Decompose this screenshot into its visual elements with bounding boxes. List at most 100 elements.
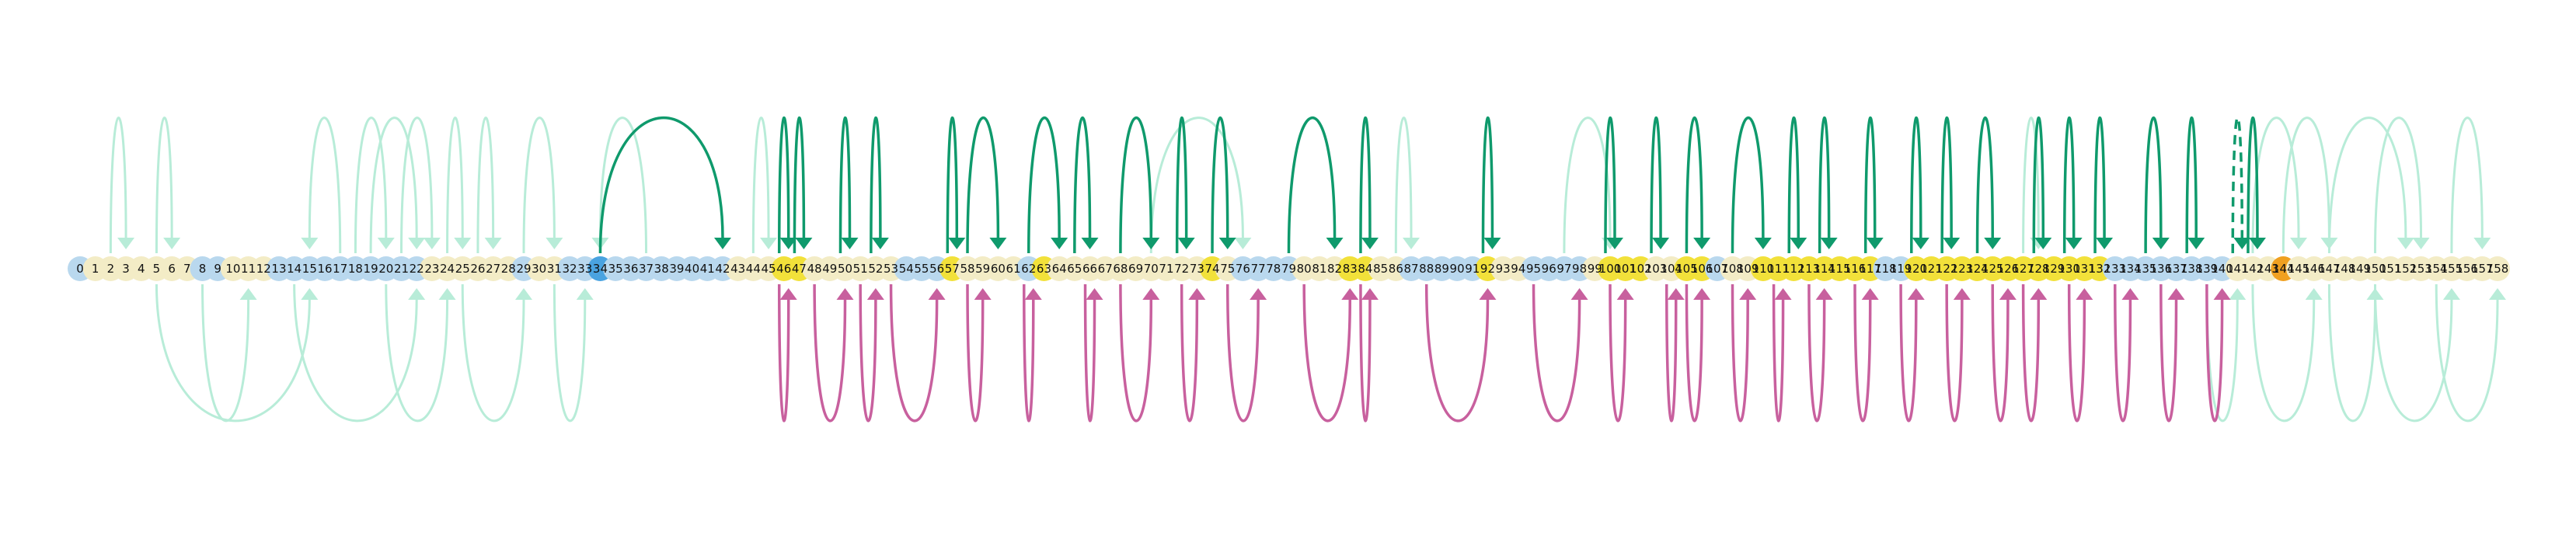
- token-node-label: 46: [776, 262, 791, 276]
- token-node-label: 56: [929, 262, 944, 276]
- token-node-label: 76: [1236, 262, 1250, 276]
- above-arc: [1787, 116, 1800, 254]
- token-node-label: 156: [2456, 262, 2478, 276]
- above-arc-arrowhead: [948, 238, 966, 249]
- below-arc: [1991, 283, 2010, 423]
- token-node-label: 11: [241, 262, 256, 276]
- above-arc: [2247, 116, 2259, 254]
- token-node-label: 151: [2379, 262, 2402, 276]
- above-arc: [1863, 116, 1877, 254]
- token-node-label: 65: [1067, 262, 1082, 276]
- token-node-label: 153: [2410, 262, 2432, 276]
- above-arc-arrowhead: [841, 238, 859, 249]
- token-node-label: 48: [807, 262, 822, 276]
- above-arc-arrowhead: [301, 238, 319, 249]
- token-node-label: 114: [1813, 262, 1835, 276]
- above-arc-arrowhead: [117, 238, 135, 249]
- token-node-label: 103: [1645, 262, 1668, 276]
- token-node-label: 63: [1037, 262, 1051, 276]
- token-node-label: 23: [424, 262, 439, 276]
- below-arc: [2067, 283, 2086, 423]
- above-arc-arrowhead: [2065, 238, 2083, 249]
- token-node-label: 82: [1327, 262, 1342, 276]
- arcs-above-group: [109, 116, 2491, 254]
- token-node-label: 99: [1588, 262, 1602, 276]
- above-arc: [2231, 116, 2244, 254]
- below-arc: [1945, 283, 1964, 423]
- token-node-label: 92: [1480, 262, 1495, 276]
- below-arc: [552, 283, 587, 423]
- token-node-label: 29: [516, 262, 531, 276]
- above-arc-arrowhead: [1866, 238, 1884, 249]
- above-arc: [2327, 116, 2407, 254]
- token-node-label: 145: [2288, 262, 2310, 276]
- above-arc: [2450, 116, 2484, 254]
- token-node-label: 112: [1783, 262, 1805, 276]
- token-node-label: 111: [1767, 262, 1790, 276]
- token-node-label: 97: [1556, 262, 1571, 276]
- below-arc-arrowhead: [1774, 288, 1792, 300]
- above-arc-arrowhead: [2396, 238, 2414, 249]
- above-arc-arrowhead: [423, 238, 441, 249]
- below-arc-arrowhead: [1188, 288, 1206, 300]
- token-node-label: 16: [317, 262, 332, 276]
- below-arc: [2114, 283, 2132, 423]
- token-node-label: 35: [608, 262, 623, 276]
- token-node-label: 140: [2211, 262, 2233, 276]
- token-node-label: 154: [2425, 262, 2448, 276]
- above-arc: [2032, 116, 2045, 254]
- above-arc-arrowhead: [377, 238, 395, 249]
- above-arc-arrowhead: [1051, 238, 1068, 249]
- below-arc-arrowhead: [1250, 288, 1267, 300]
- above-arc: [109, 116, 127, 254]
- above-arc: [2144, 116, 2163, 254]
- below-arc: [201, 283, 250, 423]
- token-node-label: 42: [715, 262, 730, 276]
- below-arc-arrowhead: [2121, 288, 2139, 300]
- token-node-label: 116: [1844, 262, 1867, 276]
- above-arc-arrowhead: [1234, 238, 1252, 249]
- token-node-label: 14: [287, 262, 302, 276]
- above-arc-arrowhead: [454, 238, 472, 249]
- token-node-label: 31: [547, 262, 562, 276]
- above-arc-arrowhead: [1361, 238, 1379, 249]
- token-node-label: 130: [2058, 262, 2080, 276]
- token-node-label: 118: [1874, 262, 1897, 276]
- token-node-label: 75: [1220, 262, 1235, 276]
- token-node-label: 39: [669, 262, 684, 276]
- above-arc: [446, 116, 464, 254]
- below-arc-arrowhead: [576, 288, 594, 300]
- token-node-label: 45: [761, 262, 776, 276]
- above-arc: [1650, 116, 1662, 254]
- above-arc-arrowhead: [1790, 238, 1807, 249]
- token-node-label: 72: [1174, 262, 1189, 276]
- above-arc: [1481, 116, 1494, 254]
- above-arc-arrowhead: [2152, 238, 2170, 249]
- below-arc: [1685, 283, 1703, 423]
- below-arc-arrowhead: [1861, 288, 1879, 300]
- above-arc-arrowhead: [760, 238, 778, 249]
- token-node-label: 101: [1614, 262, 1637, 276]
- above-arc-arrowhead: [2290, 238, 2308, 249]
- above-arc-arrowhead: [408, 238, 426, 249]
- token-node-label: 95: [1526, 262, 1541, 276]
- below-arc: [1119, 283, 1153, 423]
- token-node-label: 66: [1082, 262, 1097, 276]
- token-node-label: 124: [1966, 262, 1989, 276]
- token-node-label: 135: [2135, 262, 2157, 276]
- below-arc: [1225, 283, 1260, 423]
- token-node-label: 10: [225, 262, 240, 276]
- below-arc-arrowhead: [2076, 288, 2093, 300]
- token-node-label: 47: [792, 262, 807, 276]
- above-arc-arrowhead: [2248, 238, 2266, 249]
- token-node-label: 110: [1752, 262, 1775, 276]
- token-node-label: 70: [1144, 262, 1159, 276]
- below-arc-arrowhead: [301, 288, 319, 300]
- below-arc-arrowhead: [408, 288, 426, 300]
- above-arc: [2093, 116, 2106, 254]
- token-node-label: 89: [1434, 262, 1449, 276]
- token-node-label: 64: [1052, 262, 1067, 276]
- below-arc: [1180, 283, 1199, 423]
- above-arc-arrowhead: [1693, 238, 1711, 249]
- above-arc-arrowhead: [713, 238, 731, 249]
